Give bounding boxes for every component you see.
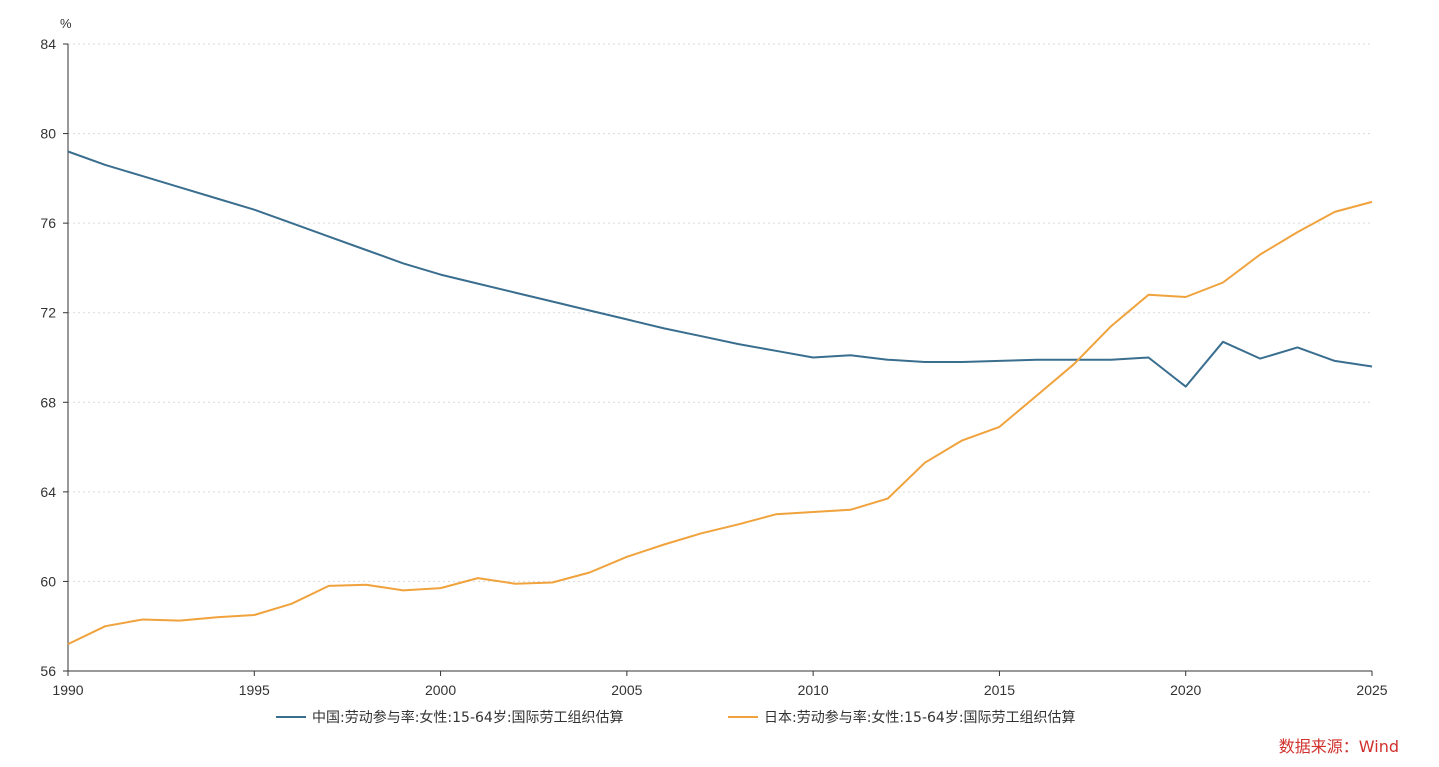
- y-axis-ticks: 56 60 64 68 72 76 80 84: [40, 36, 68, 679]
- y-tick-label: 72: [40, 305, 56, 321]
- x-tick-label: 2015: [984, 682, 1015, 698]
- y-axis-unit: %: [60, 16, 72, 31]
- line-chart: 1990 1995 2000 2005 2010 2015 2020 2025 56 60 64 6…: [40, 16, 1388, 698]
- axes: [67, 44, 1372, 672]
- x-tick-label: 2020: [1170, 682, 1201, 698]
- y-tick-label: 64: [40, 484, 56, 500]
- legend-label-china: 中国:劳动参与率:女性:15-64岁:国际劳工组织估算: [312, 710, 624, 726]
- y-tick-label: 60: [40, 573, 56, 589]
- y-tick-label: 68: [40, 394, 56, 410]
- y-tick-label: 84: [40, 36, 56, 52]
- legend: 中国:劳动参与率:女性:15-64岁:国际劳工组织估算 日本:劳动参与率:女性:…: [0, 707, 1439, 729]
- gridlines: [68, 43, 1372, 582]
- series-line-japan: [67, 200, 1373, 646]
- legend-item-japan: 日本:劳动参与率:女性:15-64岁:国际劳工组织估算: [728, 707, 1076, 727]
- series-lines: [67, 150, 1373, 646]
- series-line-china: [67, 150, 1373, 388]
- legend-label-japan: 日本:劳动参与率:女性:15-64岁:国际劳工组织估算: [764, 710, 1076, 726]
- x-tick-label: 2005: [611, 682, 642, 698]
- data-source-note: 数据来源：Wind: [1278, 737, 1399, 756]
- legend-swatch-china: [276, 716, 306, 718]
- x-tick-label: 1995: [239, 682, 270, 698]
- y-tick-label: 56: [40, 663, 56, 679]
- y-tick-label: 76: [40, 215, 56, 231]
- x-tick-label: 1990: [52, 682, 83, 698]
- y-tick-label: 80: [40, 126, 56, 142]
- legend-swatch-japan: [728, 716, 758, 718]
- legend-item-china: 中国:劳动参与率:女性:15-64岁:国际劳工组织估算: [276, 707, 624, 727]
- x-tick-label: 2010: [798, 682, 829, 698]
- x-tick-label: 2025: [1356, 682, 1387, 698]
- x-axis-ticks: 1990 1995 2000 2005 2010 2015 2020 2025: [52, 671, 1388, 698]
- x-tick-label: 2000: [425, 682, 456, 698]
